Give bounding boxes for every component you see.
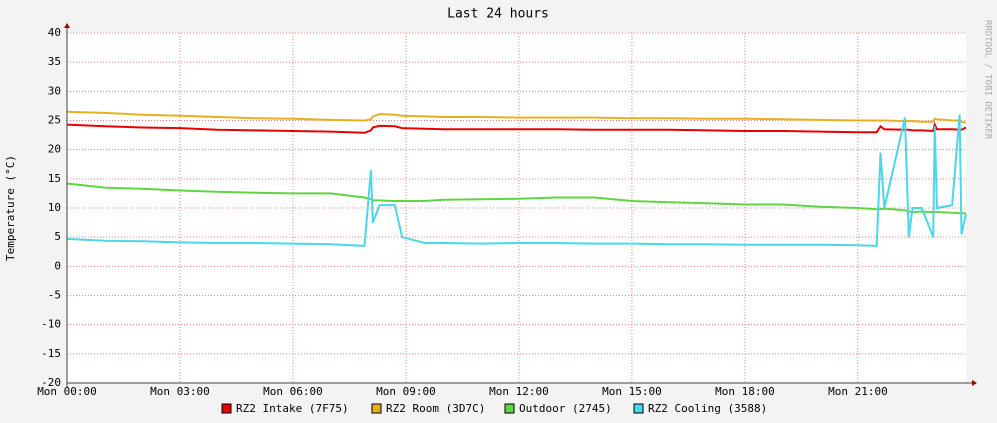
y-tick-label: 40 xyxy=(48,26,61,39)
plot-area xyxy=(67,33,966,383)
legend-swatch xyxy=(371,403,382,414)
legend-swatch xyxy=(504,403,515,414)
series-line xyxy=(66,182,966,215)
y-tick-label: 5 xyxy=(54,230,61,243)
legend-label: RZ2 Cooling (3588) xyxy=(648,402,767,415)
y-tick-label: 15 xyxy=(48,172,61,185)
x-tick-label: Mon 03:00 xyxy=(150,385,210,398)
watermark: RRDTOOL / TOBI OETIKER xyxy=(983,20,993,140)
legend-label: RZ2 Intake (7F75) xyxy=(236,402,349,415)
x-tick-label: Mon 21:00 xyxy=(828,385,888,398)
y-axis-label: Temperature (°C) xyxy=(4,155,17,261)
x-tick-label: Mon 12:00 xyxy=(489,385,549,398)
y-tick-label: -15 xyxy=(41,347,61,360)
y-tick-label: 30 xyxy=(48,84,61,97)
y-tick-label: 20 xyxy=(48,143,61,156)
series-line xyxy=(66,110,967,124)
x-tick-label: Mon 00:00 xyxy=(37,385,97,398)
x-tick-label: Mon 09:00 xyxy=(376,385,436,398)
y-tick-label: 25 xyxy=(48,114,61,127)
legend-swatch xyxy=(221,403,232,414)
y-tick-label: -10 xyxy=(41,318,61,331)
y-tick-label: 10 xyxy=(48,201,61,214)
x-tick-label: Mon 15:00 xyxy=(602,385,662,398)
series-line xyxy=(66,114,967,247)
x-tick-label: Mon 18:00 xyxy=(715,385,775,398)
legend-label: Outdoor (2745) xyxy=(519,402,612,415)
legend-label: RZ2 Room (3D7C) xyxy=(386,402,485,415)
y-arrow xyxy=(64,23,70,28)
y-tick-label: -20 xyxy=(41,376,61,389)
y-tick-label: -5 xyxy=(48,289,61,302)
y-tick-label: 35 xyxy=(48,55,61,68)
x-arrow xyxy=(972,380,977,386)
y-tick-label: 0 xyxy=(54,259,61,272)
chart-title: Last 24 hours xyxy=(447,7,549,22)
x-tick-label: Mon 06:00 xyxy=(263,385,323,398)
legend-swatch xyxy=(633,403,644,414)
legend: RZ2 Intake (7F75) RZ2 Room (3D7C) Outdoor … xyxy=(221,402,767,415)
series-line xyxy=(66,121,967,134)
lines xyxy=(66,110,967,247)
